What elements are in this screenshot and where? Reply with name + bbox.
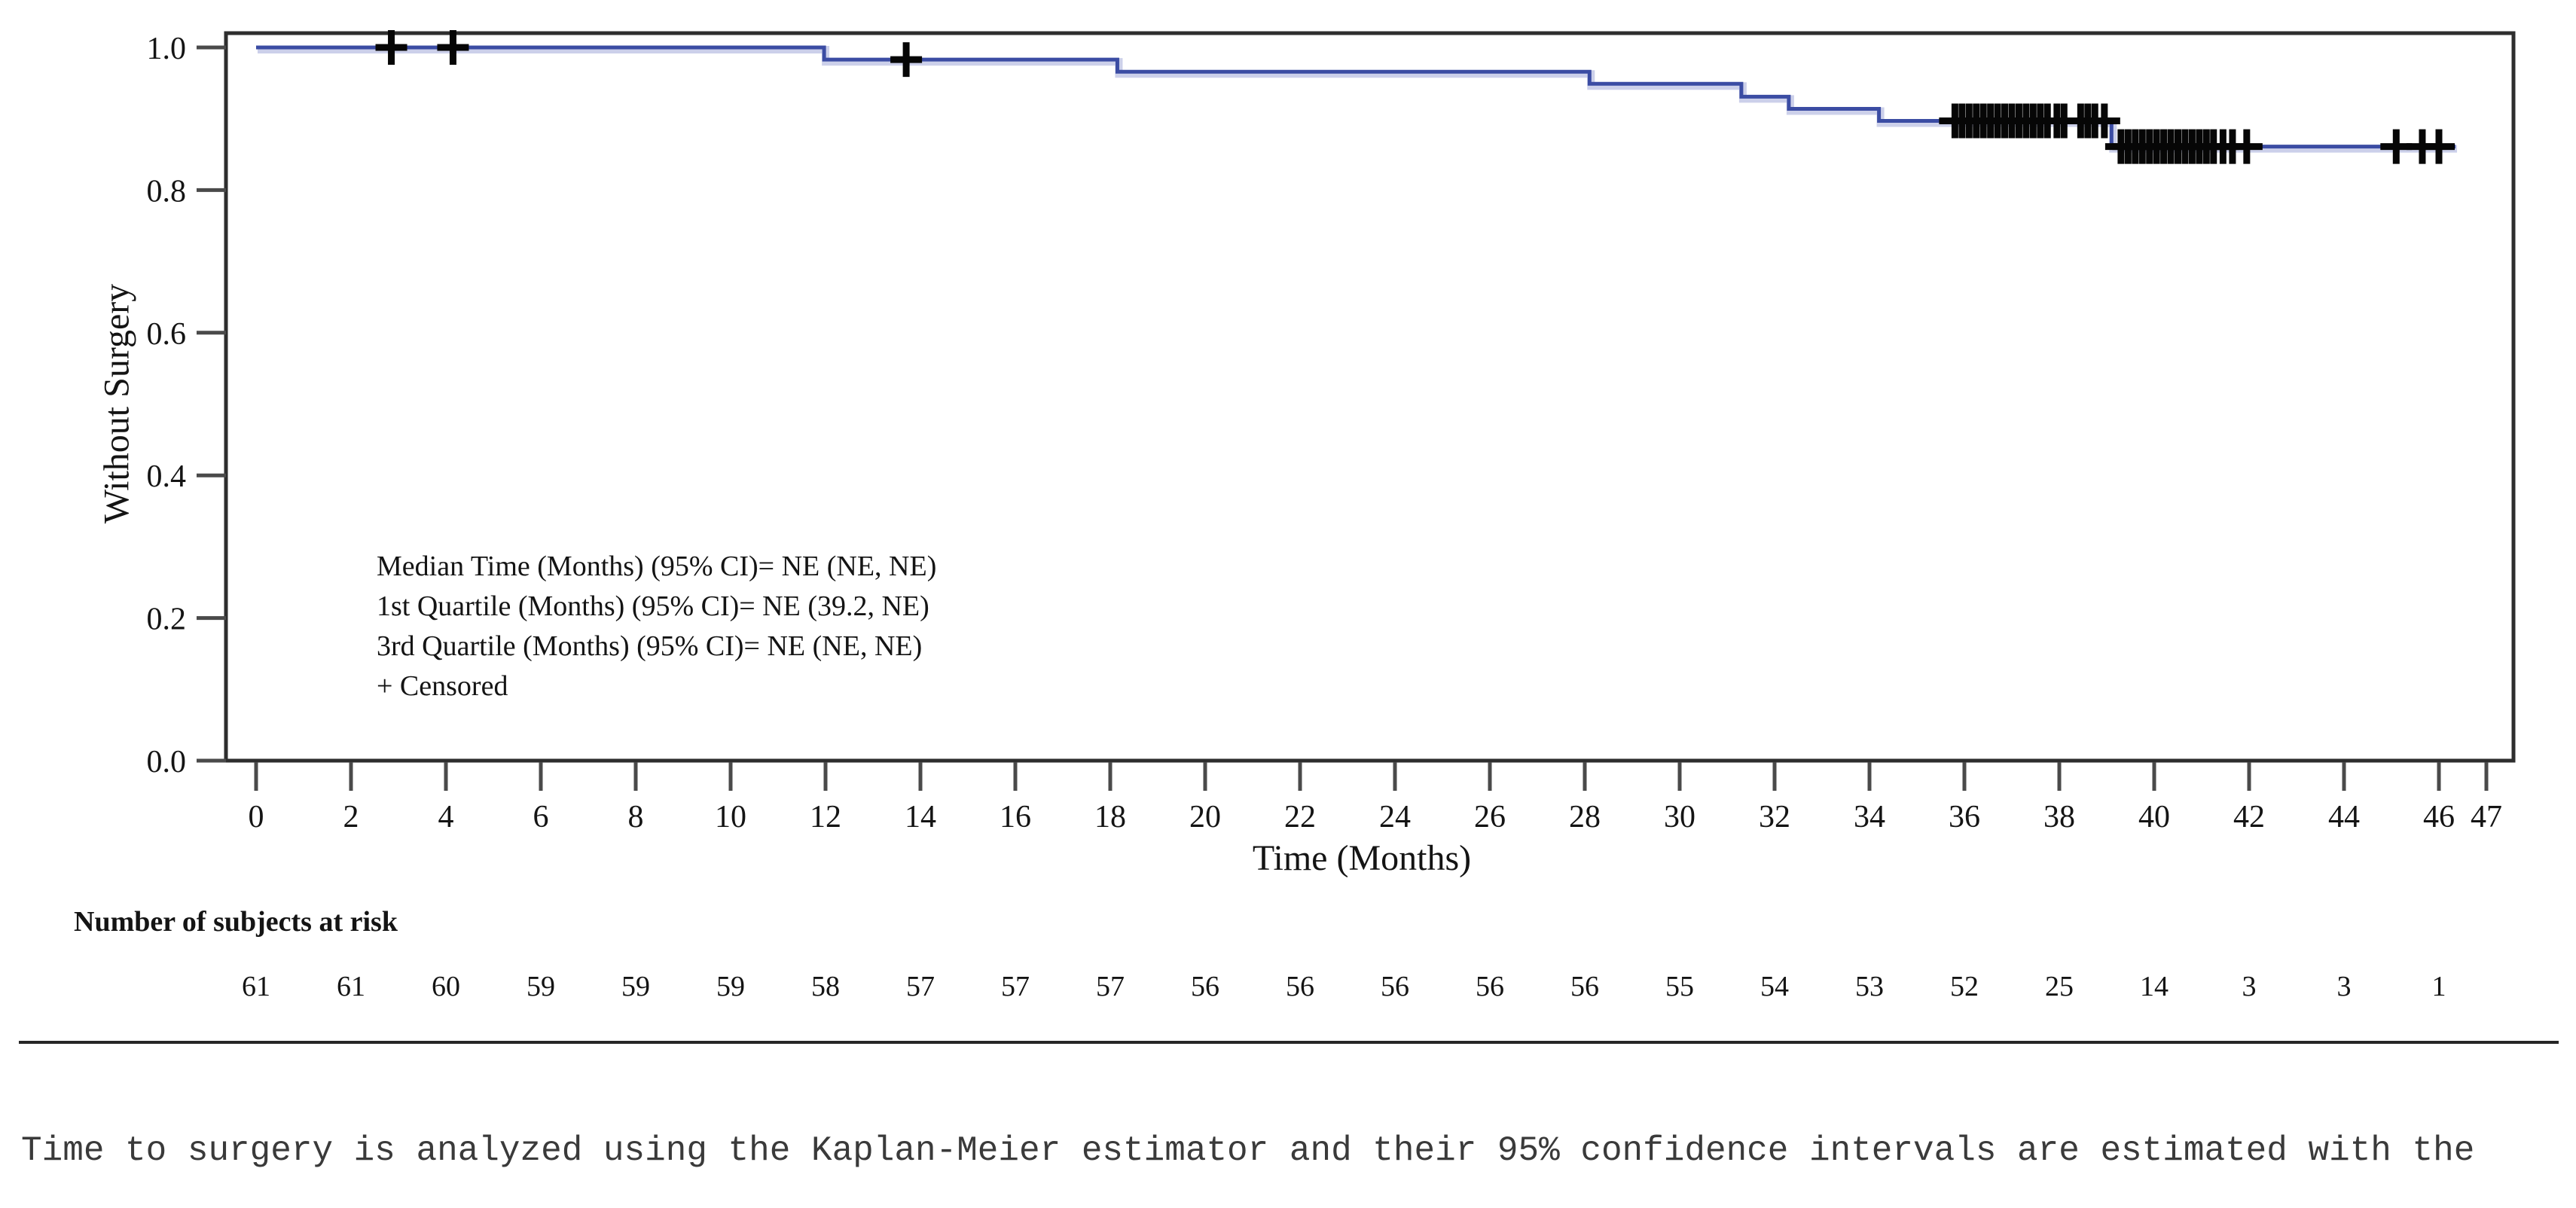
- footnote-method-line1: Time to surgery is analyzed using the Ka…: [21, 1131, 2475, 1170]
- censor-mark: [2423, 129, 2455, 164]
- x-tick-label: 22: [1284, 800, 1316, 834]
- footnote-divider: [19, 1041, 2559, 1044]
- y-tick-label: 0.2: [147, 602, 187, 637]
- at-risk-count: 3: [2337, 971, 2352, 1002]
- x-tick-label: 14: [905, 800, 936, 834]
- at-risk-count: 57: [906, 971, 935, 1002]
- x-tick-label: 20: [1189, 800, 1221, 834]
- at-risk-count: 56: [1381, 971, 1409, 1002]
- y-tick-label: 0.0: [147, 745, 187, 779]
- x-tick-label: 0: [249, 800, 264, 834]
- at-risk-count: 56: [1286, 971, 1314, 1002]
- x-tick-label: 40: [2138, 800, 2170, 834]
- at-risk-count: 59: [526, 971, 555, 1002]
- median-time-line: Median Time (Months) (95% CI)= NE (NE, N…: [377, 551, 937, 582]
- at-risk-count: 61: [242, 971, 270, 1002]
- y-tick-label: 0.6: [147, 317, 187, 352]
- x-tick-label: 2: [343, 800, 359, 834]
- x-tick-label: 26: [1474, 800, 1506, 834]
- at-risk-count: 53: [1855, 971, 1884, 1002]
- at-risk-count: 56: [1476, 971, 1504, 1002]
- x-tick-label: 8: [628, 800, 644, 834]
- x-tick-label: 42: [2233, 800, 2265, 834]
- censor-mark: [437, 30, 469, 65]
- at-risk-count: 57: [1096, 971, 1125, 1002]
- at-risk-count: 60: [432, 971, 460, 1002]
- x-tick-label: 18: [1094, 800, 1126, 834]
- at-risk-count: 56: [1570, 971, 1599, 1002]
- at-risk-count: 52: [1950, 971, 1979, 1002]
- x-tick-label: 4: [438, 800, 454, 834]
- at-risk-count: 14: [2140, 971, 2169, 1002]
- y-axis-title: Without Surgery: [96, 283, 137, 524]
- at-risk-count: 58: [811, 971, 840, 1002]
- first-quartile-line: 1st Quartile (Months) (95% CI)= NE (39.2…: [377, 590, 929, 622]
- x-tick-label: 34: [1854, 800, 1885, 834]
- y-tick-label: 0.8: [147, 174, 187, 209]
- x-tick-label: 36: [1949, 800, 1980, 834]
- censor-mark: [2088, 103, 2120, 139]
- x-tick-label: 30: [1664, 800, 1695, 834]
- at-risk-count: 59: [716, 971, 745, 1002]
- at-risk-count: 25: [2045, 971, 2074, 1002]
- third-quartile-line: 3rd Quartile (Months) (95% CI)= NE (NE, …: [377, 630, 923, 662]
- at-risk-count: 55: [1665, 971, 1694, 1002]
- censor-mark: [890, 42, 923, 78]
- at-risk-count: 59: [621, 971, 650, 1002]
- km-chart: 1.00.80.60.40.20.00 2 4 6 8 10 12 14 16 18 20 22 24 2…: [147, 30, 2516, 1002]
- stats-annotation: Median Time (Months) (95% CI)= NE (NE, N…: [377, 547, 936, 706]
- x-tick-label: 12: [810, 800, 841, 834]
- plot-frame: [224, 31, 2516, 763]
- at-risk-count: 56: [1191, 971, 1219, 1002]
- at-risk-count: 61: [337, 971, 365, 1002]
- x-tick-label: 46: [2423, 800, 2455, 834]
- censor-mark: [2230, 129, 2263, 164]
- x-tick-label: 16: [1000, 800, 1031, 834]
- x-tick-label: 6: [533, 800, 549, 834]
- x-tick-label: 47: [2471, 800, 2502, 834]
- x-tick-label: 24: [1379, 800, 1411, 834]
- y-tick-label: 0.4: [147, 459, 187, 494]
- y-tick-label: 1.0: [147, 32, 187, 66]
- censor-mark: [375, 30, 407, 65]
- x-tick-label: 38: [2043, 800, 2075, 834]
- at-risk-count: 3: [2242, 971, 2257, 1002]
- at-risk-count: 54: [1760, 971, 1789, 1002]
- censored-legend: + Censored: [377, 670, 508, 702]
- x-tick-label: 10: [715, 800, 746, 834]
- at-risk-header: Number of subjects at risk: [74, 906, 398, 938]
- x-tick-label: 28: [1569, 800, 1601, 834]
- x-tick-label: 44: [2328, 800, 2360, 834]
- at-risk-count: 1: [2432, 971, 2446, 1002]
- x-axis-title: Time (Months): [1252, 838, 1472, 878]
- footnotes: Time to surgery is analyzed using the Ka…: [21, 1051, 2474, 1208]
- at-risk-count: 57: [1001, 971, 1030, 1002]
- x-tick-label: 32: [1759, 800, 1790, 834]
